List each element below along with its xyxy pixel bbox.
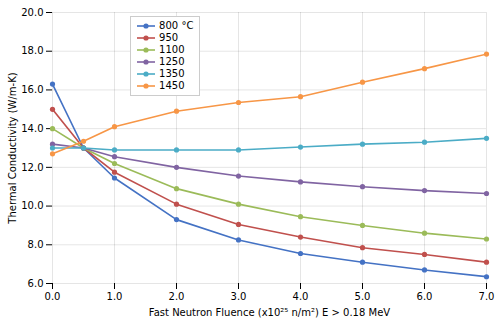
html-text:1450: 1450 xyxy=(159,80,185,91)
svg-text:18.0: 18.0 xyxy=(21,45,43,56)
svg-text:7.0: 7.0 xyxy=(479,291,495,302)
svg-text:0.0: 0.0 xyxy=(45,291,61,302)
svg-text:4.0: 4.0 xyxy=(293,291,309,302)
svg-text:5.0: 5.0 xyxy=(355,291,371,302)
svg-text:10.0: 10.0 xyxy=(21,200,43,211)
html-text:1100: 1100 xyxy=(159,44,185,55)
svg-text:8.0: 8.0 xyxy=(28,239,44,250)
svg-text:20.0: 20.0 xyxy=(21,7,43,18)
svg-text:1.0: 1.0 xyxy=(107,291,123,302)
html-text:1350: 1350 xyxy=(159,68,185,79)
svg-text:3.0: 3.0 xyxy=(231,291,247,302)
html-text:800 °C: 800 °C xyxy=(159,20,194,31)
html-text:950: 950 xyxy=(159,32,179,43)
svg-text:Thermal Conductivity (W/m-K): Thermal Conductivity (W/m-K) xyxy=(7,72,18,224)
svg-text:2.0: 2.0 xyxy=(169,291,185,302)
svg-text:6.0: 6.0 xyxy=(417,291,433,302)
svg-text:Fast Neutron Fluence (x10²⁵ n/: Fast Neutron Fluence (x10²⁵ n/m²) E > 0.… xyxy=(149,307,390,318)
html-text:1250: 1250 xyxy=(159,56,185,67)
svg-text:14.0: 14.0 xyxy=(21,123,43,134)
svg-text:16.0: 16.0 xyxy=(21,84,43,95)
svg-text:12.0: 12.0 xyxy=(21,162,43,173)
svg-text:6.0: 6.0 xyxy=(28,278,44,289)
